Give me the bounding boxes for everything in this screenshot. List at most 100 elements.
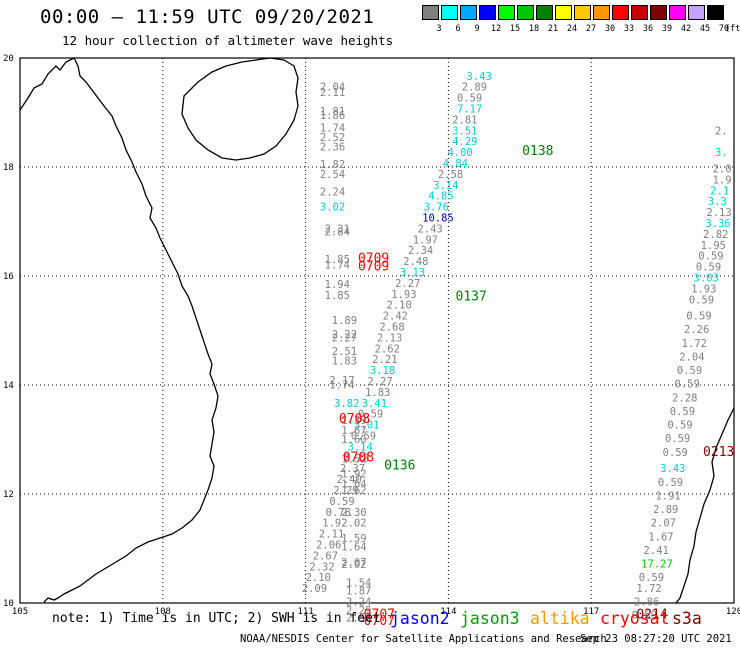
wave-height-label: 3.43 — [466, 71, 491, 83]
wave-height-label: 1.72 — [636, 583, 661, 595]
wave-height-label: 2.42 — [383, 311, 408, 323]
legend-level-label: 21 — [547, 24, 559, 34]
pass-time-label: 0708 — [343, 450, 374, 465]
wave-height-label: 2.09 — [302, 583, 327, 595]
wave-height-label: 1.92 — [322, 518, 347, 530]
wave-height-label: 1.91 — [655, 490, 680, 502]
wave-height-label: 0.59 — [665, 433, 690, 445]
wave-height-label: 3.41 — [362, 398, 387, 410]
wave-height-label: 2.10 — [387, 300, 412, 312]
wave-height-label: 2.52 — [320, 132, 345, 144]
wave-height-label: 2.21 — [372, 354, 397, 366]
pass-time-label: 0137 — [456, 290, 487, 305]
lon-tick-label: 111 — [297, 607, 313, 617]
wave-height-label: 2.31 — [325, 223, 350, 235]
wave-height-label: 0.59 — [677, 365, 702, 377]
axis-labels: 105 108 111 114 117 120 10 12 14 16 18 20 — [3, 54, 740, 617]
wave-height-label: 3.03 — [694, 272, 719, 284]
wave-height-label: 1.86 — [320, 110, 345, 122]
wave-height-label: 2.30 — [341, 507, 366, 519]
coastline — [19, 57, 735, 604]
wave-height-label: 2.51 — [332, 346, 357, 358]
legend-swatch — [517, 5, 534, 20]
wave-height-label: 1.54 — [346, 578, 371, 590]
wave-height-label: 2.32 — [309, 561, 334, 573]
map-subtitle: 12 hour collection of altimeter wave hei… — [62, 33, 394, 48]
wave-height-label: 0.59 — [686, 311, 711, 323]
legend-swatch — [631, 5, 648, 20]
legend-level-label: 36 — [642, 24, 654, 34]
footer-timestamp: Sep 23 08:27:20 UTC 2021 — [580, 633, 732, 645]
lat-tick-label: 12 — [3, 490, 14, 500]
wave-height-label: 3.02 — [320, 202, 345, 214]
wave-height-label: 0.59 — [658, 477, 683, 489]
map-frame — [19, 57, 735, 604]
wave-height-label: 1.81 — [320, 106, 345, 118]
legend-swatch — [669, 5, 686, 20]
wave-height-label: 10.85 — [422, 213, 454, 225]
legend-swatch — [422, 5, 439, 20]
legend-level-label: 15 — [509, 24, 521, 34]
lat-tick-label: 14 — [3, 381, 14, 391]
wave-height-label: 2.10 — [306, 572, 331, 584]
wave-height-label: 2.41 — [644, 545, 669, 557]
wave-height-label: 2.27 — [367, 376, 392, 388]
wave-height-label: 4.84 — [443, 158, 468, 170]
wave-height-label: 1.64 — [341, 542, 366, 554]
wave-height-label: 0.59 — [329, 496, 354, 508]
wave-height-label: 0.59 — [358, 409, 383, 421]
legend-swatch — [612, 5, 629, 20]
legend-level-label: 45 — [699, 24, 711, 34]
wave-height-label: 3.18 — [370, 365, 395, 377]
legend-swatch — [593, 5, 610, 20]
legend-swatch — [555, 5, 572, 20]
legend-level-label: 3 — [436, 24, 442, 34]
wave-height-label: 0.59 — [667, 420, 692, 432]
wave-height-label: 0.78 — [326, 507, 351, 519]
vietnam-coast — [19, 57, 219, 603]
wave-height-label: 2.24 — [320, 186, 345, 198]
wave-height-label: 3.82 — [334, 398, 359, 410]
wave-height-label: 2.27 — [395, 278, 420, 290]
wave-height-label: 2.22 — [332, 329, 357, 341]
wave-height-label: 2.04 — [320, 82, 345, 94]
lat-tick-label: 18 — [3, 163, 14, 173]
wave-height-label: 1.89 — [332, 315, 357, 327]
lon-tick-label: 114 — [440, 607, 456, 617]
lat-tick-label: 10 — [3, 599, 14, 609]
wave-height-label: 4.29 — [452, 136, 477, 148]
legend-level-label: 70 — [718, 24, 730, 34]
wave-height-label: 1.85 — [325, 254, 350, 266]
legend-level-label: 27 — [585, 24, 597, 34]
pass-time-label: 0707 — [364, 614, 395, 629]
legend-swatch — [688, 5, 705, 20]
wave-height-label: 3.01 — [354, 420, 379, 432]
pass-time-label: 0707 — [364, 607, 395, 622]
wave-height-label: 1.97 — [413, 234, 438, 246]
footer-credit: NOAA/NESDIS Center for Satellite Applica… — [240, 633, 607, 645]
legend-level-label: 12 — [490, 24, 502, 34]
legend-level-label: 33 — [623, 24, 635, 34]
footer-note: note: 1) Time is in UTC; 2) SWH is in fe… — [52, 611, 381, 626]
wave-height-label: 3.43 — [660, 463, 685, 475]
wave-height-label: 7.17 — [457, 104, 482, 116]
wave-height-label: 1.82 — [320, 159, 345, 171]
grid-lines — [20, 58, 734, 603]
wave-height-label: 2.34 — [408, 245, 433, 257]
wave-height-label: 2.02 — [341, 518, 366, 530]
wave-height-label: 1.60 — [341, 434, 366, 446]
wave-height-label: 1.93 — [691, 283, 716, 295]
wave-height-label: 1.67 — [648, 531, 673, 543]
wave-height-label: 3.14 — [433, 180, 458, 192]
wave-height-label: 2.28 — [672, 392, 697, 404]
wave-height-label: 1.52 — [341, 453, 366, 465]
wave-height-label: 1.92 — [341, 469, 366, 481]
legend-swatch — [707, 5, 724, 20]
satellite-altika: altika — [530, 609, 590, 628]
wave-height-label: 1.85 — [325, 290, 350, 302]
wave-height-label: 1.39 — [341, 415, 366, 427]
wave-height-label: 1.62 — [341, 485, 366, 497]
legend-swatch — [441, 5, 458, 20]
wave-height-label: 2.81 — [452, 114, 477, 126]
wave-height-label: 1.83 — [365, 387, 390, 399]
